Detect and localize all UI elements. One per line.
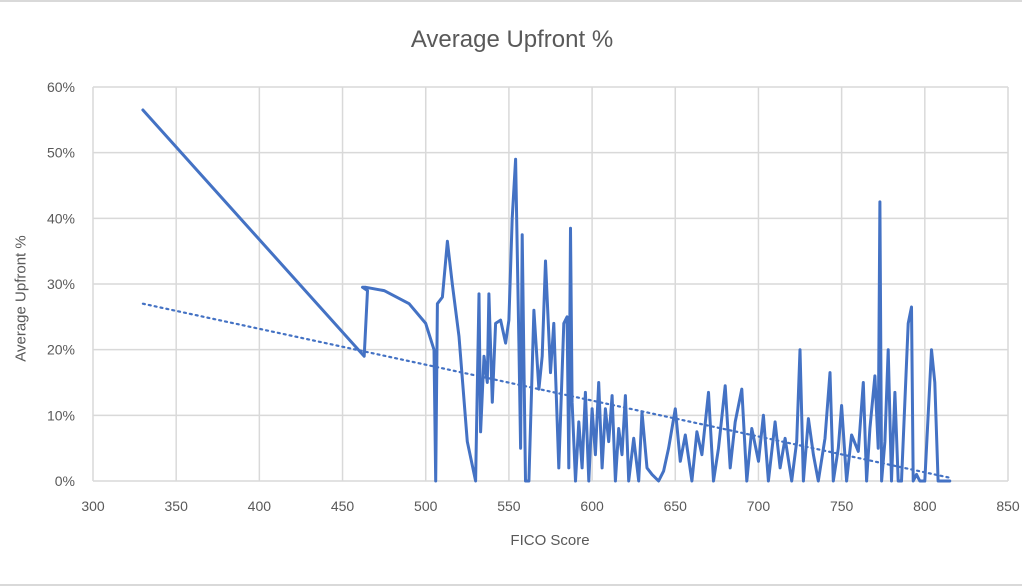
trendline (141, 302, 951, 479)
data-series-line (141, 108, 952, 483)
x-tick-label: 350 (165, 498, 189, 514)
y-tick-label: 50% (47, 145, 75, 161)
x-tick-label: 650 (664, 498, 688, 514)
y-tick-label: 0% (55, 473, 75, 489)
x-tick-label: 450 (331, 498, 355, 514)
y-tick-label: 10% (47, 407, 75, 423)
y-axis-ticks: 0% 10% 20% 30% 40% 50% 60% (47, 79, 75, 489)
x-tick-label: 400 (248, 498, 272, 514)
y-tick-label: 30% (47, 276, 75, 292)
chart-title: Average Upfront % (410, 26, 614, 53)
x-tick-label: 800 (913, 498, 937, 514)
x-tick-label: 550 (497, 498, 521, 514)
x-tick-label: 300 (81, 498, 105, 514)
y-tick-label: 20% (47, 342, 75, 358)
x-tick-label: 500 (414, 498, 438, 514)
y-tick-label: 40% (47, 210, 75, 226)
x-axis-ticks: 300 350 400 450 500 550 600 650 700 750 800 850 (81, 498, 1020, 514)
x-tick-label: 600 (580, 498, 604, 514)
y-tick-label: 60% (47, 79, 75, 95)
x-tick-label: 750 (830, 498, 854, 514)
x-tick-label: 700 (747, 498, 771, 514)
gridlines (92, 86, 1009, 482)
x-axis-label: FICO Score (510, 532, 590, 549)
x-tick-label: 850 (996, 498, 1020, 514)
